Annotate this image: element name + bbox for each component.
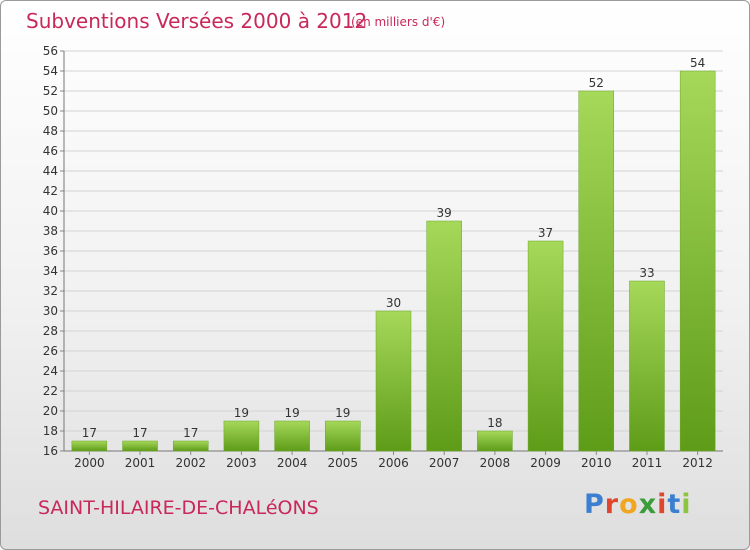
logo-letter: r <box>604 489 620 520</box>
x-tick-label-2007: 2007 <box>429 456 460 470</box>
logo-letter: x <box>638 489 658 520</box>
bar-2011 <box>629 280 665 452</box>
y-tick-label: 34 <box>43 264 58 278</box>
y-tick-label: 56 <box>43 44 58 58</box>
data-label-2004: 19 <box>284 406 299 420</box>
y-tick-label: 32 <box>43 284 58 298</box>
y-tick-label: 28 <box>43 324 58 338</box>
y-tick-label: 44 <box>43 164 58 178</box>
data-labels: 17 17 17 19 19 19 30 39 18 37 52 33 54 <box>82 56 706 440</box>
data-label-2009: 37 <box>538 226 553 240</box>
data-label-2006: 30 <box>386 296 401 310</box>
y-tick-label: 54 <box>43 64 58 78</box>
y-tick-label: 16 <box>43 444 58 458</box>
bar-2003 <box>223 420 260 452</box>
x-tick-label-2001: 2001 <box>125 456 156 470</box>
logo-letter: i <box>657 489 668 520</box>
x-tick-label-2008: 2008 <box>480 456 511 470</box>
data-label-2012: 54 <box>690 56 705 70</box>
data-label-2008: 18 <box>487 416 502 430</box>
x-tick-label-2009: 2009 <box>530 456 561 470</box>
bar-2000 <box>71 440 108 452</box>
y-tick-labels: 16 18 20 22 24 26 28 30 32 34 36 38 40 42 44 46 48 50 52 54… <box>43 44 58 458</box>
bar-2006 <box>375 310 412 452</box>
logo-letter: P <box>584 489 605 520</box>
bars <box>71 70 716 452</box>
y-tick-label: 50 <box>43 104 58 118</box>
data-label-2005: 19 <box>335 406 350 420</box>
bar-2005 <box>325 420 361 452</box>
x-tick-label-2012: 2012 <box>682 456 713 470</box>
chart-title: Subventions Versées 2000 à 2012 <box>26 9 368 33</box>
data-label-2003: 19 <box>234 406 249 420</box>
chart-subtitle: (en milliers d'€) <box>351 15 446 29</box>
bar-2009 <box>527 240 564 452</box>
data-label-2007: 39 <box>437 206 452 220</box>
y-tick-label: 38 <box>43 224 58 238</box>
x-tick-labels: 2000 2001 2002 2003 2004 2005 2006 2007 2008 2009… <box>74 451 713 470</box>
y-tick-label: 18 <box>43 424 58 438</box>
bar-2001 <box>122 440 158 452</box>
x-tick-label-2011: 2011 <box>632 456 663 470</box>
commune-name: SAINT-HILAIRE-DE-CHALéONS <box>38 497 319 519</box>
bar-2012 <box>679 70 716 452</box>
logo-letter: o <box>619 489 639 520</box>
x-tick-label-2003: 2003 <box>226 456 257 470</box>
y-tick-label: 30 <box>43 304 58 318</box>
x-tick-label-2006: 2006 <box>378 456 409 470</box>
y-tick-label: 24 <box>43 364 58 378</box>
bar-2010 <box>578 90 615 452</box>
y-tick-label: 46 <box>43 144 58 158</box>
y-tick-label: 48 <box>43 124 58 138</box>
y-tick-label: 42 <box>43 184 58 198</box>
x-tick-label-2010: 2010 <box>581 456 612 470</box>
y-tick-label: 26 <box>43 344 58 358</box>
x-tick-label-2000: 2000 <box>74 456 105 470</box>
y-tick-label: 40 <box>43 204 58 218</box>
bar-2007 <box>426 220 462 452</box>
logo-letter: i <box>681 489 692 520</box>
y-tick-label: 20 <box>43 404 58 418</box>
y-tick-label: 36 <box>43 244 58 258</box>
data-label-2001: 17 <box>132 426 147 440</box>
data-label-2000: 17 <box>82 426 97 440</box>
y-tick-label: 52 <box>43 84 58 98</box>
bar-2002 <box>172 440 209 452</box>
x-tick-label-2005: 2005 <box>328 456 359 470</box>
bar-2008 <box>477 430 513 452</box>
data-label-2002: 17 <box>183 426 198 440</box>
proxiti-logo[interactable]: Proxiti <box>584 489 692 520</box>
data-label-2011: 33 <box>639 266 654 280</box>
logo-letter: t <box>667 489 682 520</box>
data-label-2010: 52 <box>589 76 604 90</box>
bar-2004 <box>274 420 310 452</box>
y-tick-label: 22 <box>43 384 58 398</box>
x-tick-label-2004: 2004 <box>277 456 308 470</box>
x-tick-label-2002: 2002 <box>175 456 206 470</box>
